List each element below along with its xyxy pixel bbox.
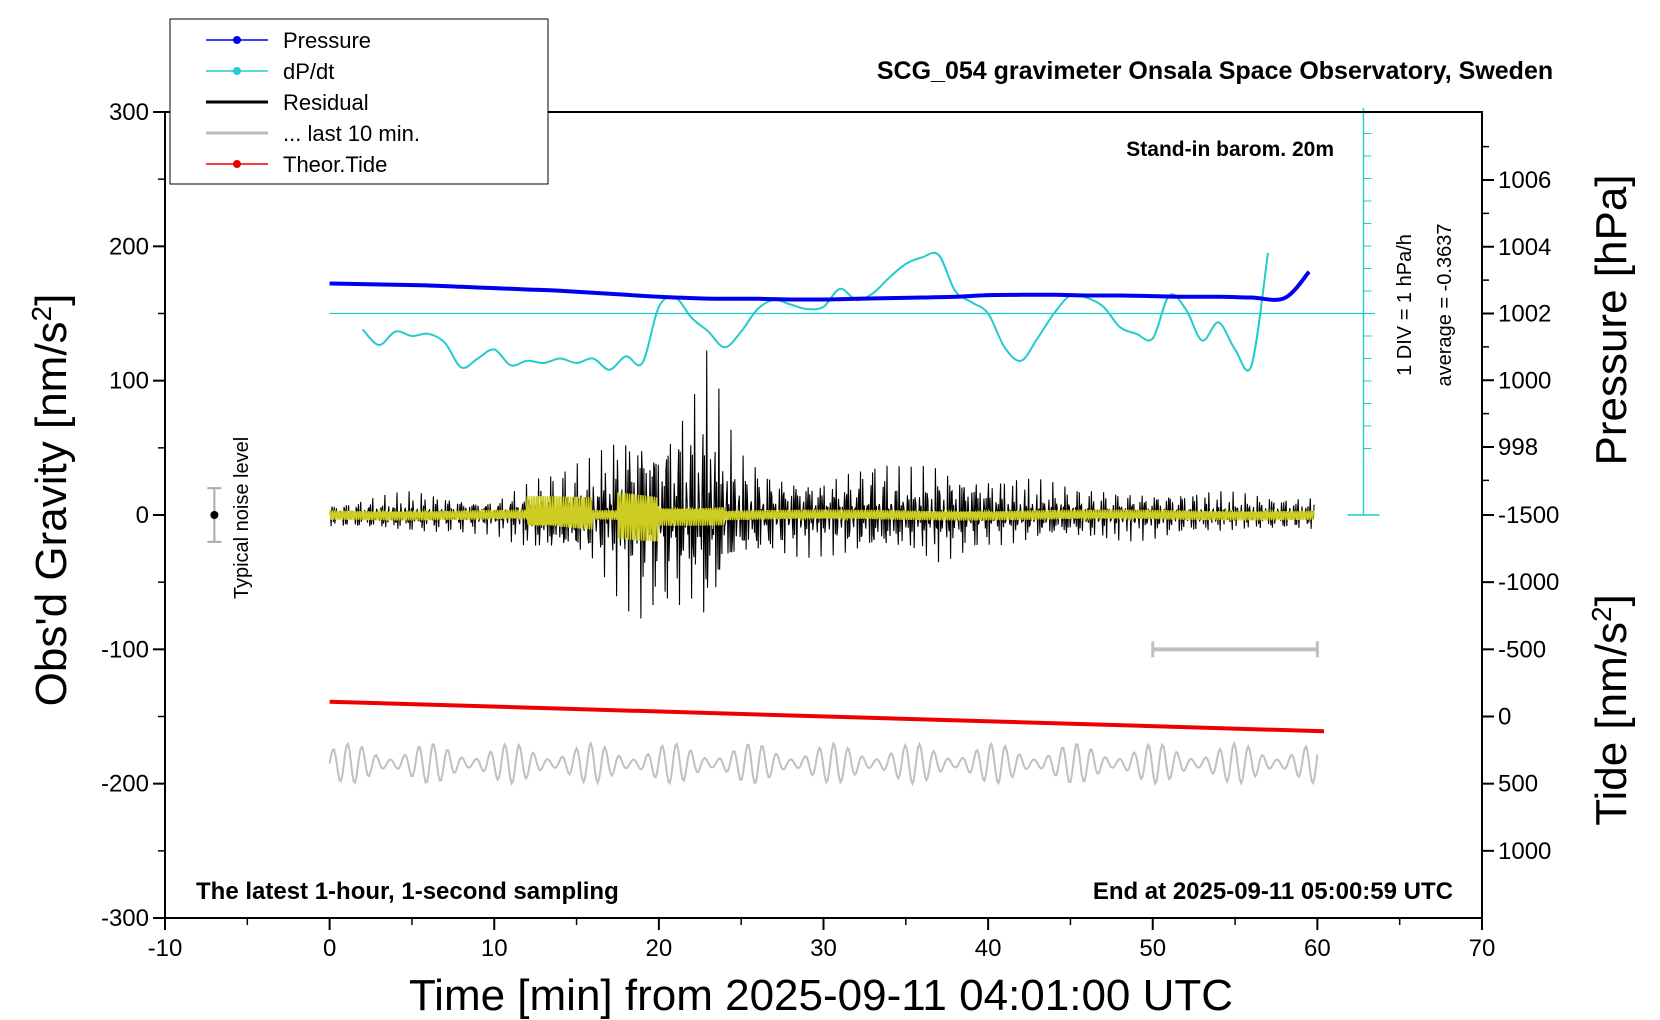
tide-tick-label: -1000 xyxy=(1498,569,1559,596)
pressure-tick-label: 1000 xyxy=(1498,367,1551,394)
tide-tick-label: -1500 xyxy=(1498,502,1559,529)
annotation-end-time: End at 2025-09-11 05:00:59 UTC xyxy=(1093,878,1453,905)
legend-label: Residual xyxy=(283,90,369,115)
x-tick-label: 30 xyxy=(810,935,837,962)
x-tick-label: 40 xyxy=(975,935,1002,962)
y-axis-label-tide: Tide [nm/s2] xyxy=(1586,594,1637,826)
tide-tick-label: -500 xyxy=(1498,636,1546,663)
pressure-tick-label: 998 xyxy=(1498,434,1538,461)
noise-level-indicator xyxy=(207,487,222,543)
series-tide-line xyxy=(329,699,1325,734)
y-tick-label: 300 xyxy=(109,99,149,126)
x-tick-label: -10 xyxy=(148,935,183,962)
legend-label: Theor.Tide xyxy=(283,152,387,177)
y-axis-label-pressure: Pressure [hPa] xyxy=(1587,174,1636,465)
pressure-tick-label: 1002 xyxy=(1498,301,1551,328)
legend-marker xyxy=(233,67,241,75)
tide-tick-label: 1000 xyxy=(1498,838,1551,865)
chart-texts: SCG_054 gravimeter Onsala Space Observat… xyxy=(26,57,1637,1020)
x-tick-label: 50 xyxy=(1139,935,1166,962)
y-tick-label: 0 xyxy=(136,502,149,529)
annotation-dpdt-average: average = -0.3637 xyxy=(1434,224,1456,387)
chart-legend: Pressure dP/dt Residual ... last 10 min. The… xyxy=(169,18,549,185)
pressure-tick-label: 1004 xyxy=(1498,234,1551,261)
annotation-barometer: Stand-in barom. 20m xyxy=(1126,138,1334,161)
chart-traces xyxy=(328,108,1380,787)
chart-axes: -10 0 10 20 30 40 50 60 70-300-200-1000100200300… xyxy=(101,99,1559,962)
annotation-noise: Typical noise level xyxy=(231,437,253,599)
x-tick-label: 70 xyxy=(1469,935,1496,962)
chart-title: SCG_054 gravimeter Onsala Space Observat… xyxy=(877,57,1553,85)
y-tick-label: 200 xyxy=(109,233,149,260)
x-tick-label: 0 xyxy=(323,935,336,962)
y-axis-label-left: Obs'd Gravity [nm/s2] xyxy=(26,294,77,707)
y-tick-label: -100 xyxy=(101,636,149,663)
series-pressure-line xyxy=(329,270,1311,302)
noise-marker xyxy=(210,511,219,519)
legend-marker xyxy=(233,160,241,168)
y-tick-label: 100 xyxy=(109,368,149,395)
x-tick-label: 10 xyxy=(481,935,508,962)
legend-marker xyxy=(233,36,241,44)
series-last10-line xyxy=(328,740,1319,787)
tide-tick-label: 500 xyxy=(1498,771,1538,798)
legend-label: Pressure xyxy=(283,28,371,53)
annotation-latest: The latest 1-hour, 1-second sampling xyxy=(196,878,619,905)
x-tick-label: 20 xyxy=(646,935,673,962)
y-tick-label: -200 xyxy=(101,771,149,798)
x-tick-label: 60 xyxy=(1304,935,1331,962)
y-tick-label: -300 xyxy=(101,905,149,932)
pressure-tick-label: 1006 xyxy=(1498,167,1551,194)
legend-label: dP/dt xyxy=(283,59,334,84)
series-dpdt-line xyxy=(361,251,1269,372)
legend-label: ... last 10 min. xyxy=(283,121,420,146)
series-residual-filtered-line xyxy=(328,492,1315,542)
series-residual-line xyxy=(329,350,1315,619)
x-axis-label: Time [min] from 2025-09-11 04:01:00 UTC xyxy=(409,971,1233,1020)
tide-tick-label: 0 xyxy=(1498,704,1511,731)
annotation-dpdt-scale: 1 DIV = 1 hPa/h xyxy=(1394,234,1416,376)
